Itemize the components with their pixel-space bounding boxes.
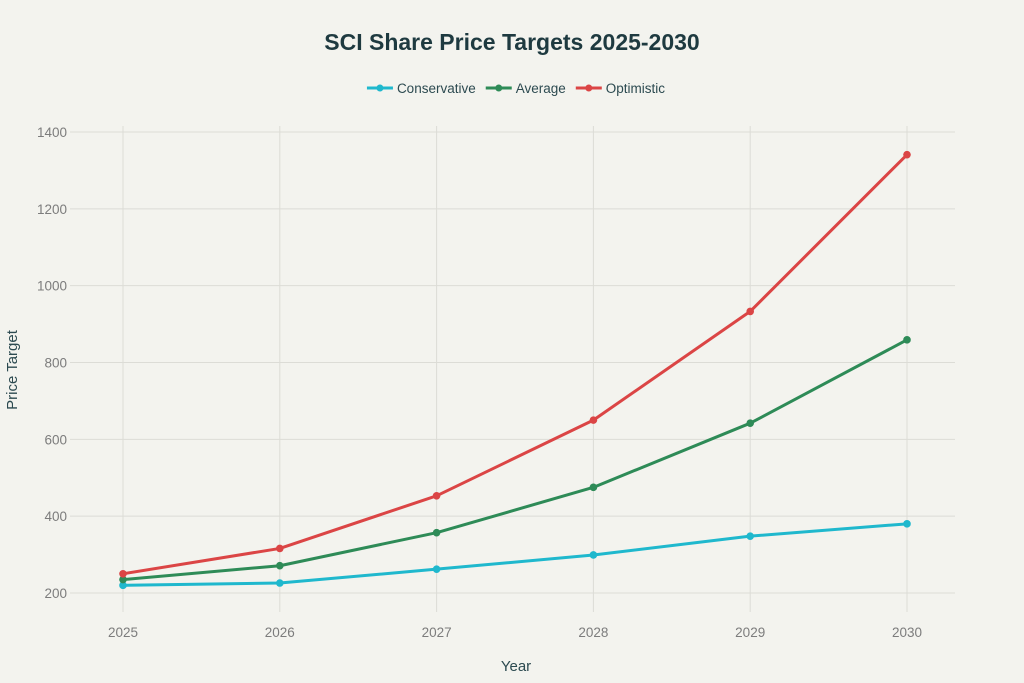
data-point[interactable] — [589, 483, 598, 492]
series-conservative — [119, 520, 911, 590]
legend-label: Average — [516, 81, 566, 96]
legend-label: Conservative — [397, 81, 476, 96]
y-tick-label: 200 — [44, 586, 67, 601]
series-line-conservative — [121, 522, 909, 587]
legend-marker-icon — [585, 84, 593, 92]
data-point[interactable] — [119, 581, 127, 590]
data-point[interactable] — [119, 569, 127, 578]
x-tick-label: 2027 — [422, 625, 452, 640]
data-point[interactable] — [589, 416, 598, 424]
data-point[interactable] — [432, 492, 441, 500]
y-tick-label: 600 — [44, 432, 67, 447]
y-tick-label: 1200 — [37, 202, 67, 217]
data-point[interactable] — [903, 150, 911, 159]
data-point[interactable] — [432, 565, 441, 573]
data-point[interactable] — [746, 532, 754, 540]
y-axis-ticks: 200 400 600 800 1000 1200 1400 — [37, 125, 67, 601]
data-point[interactable] — [119, 575, 127, 584]
data-point[interactable] — [746, 419, 754, 427]
y-tick-label: 800 — [44, 356, 67, 371]
data-point[interactable] — [903, 520, 911, 528]
chart-title: SCI Share Price Targets 2025-2030 — [324, 29, 699, 55]
series-line-average — [121, 338, 909, 582]
y-tick-label: 1400 — [37, 125, 67, 140]
x-tick-label: 2028 — [578, 625, 608, 640]
legend-marker-icon — [376, 84, 384, 92]
series-optimistic — [119, 150, 911, 578]
legend: Conservative Average Optimistic — [366, 81, 666, 96]
x-axis-ticks: 2025 2026 2027 2028 2029 2030 — [108, 625, 922, 640]
x-tick-label: 2025 — [108, 625, 138, 640]
x-axis-title: Year — [501, 658, 531, 675]
data-point[interactable] — [276, 544, 284, 553]
data-point[interactable] — [746, 307, 754, 316]
legend-label: Optimistic — [606, 81, 666, 96]
legend-item-conservative[interactable]: Conservative — [366, 81, 476, 96]
x-tick-label: 2030 — [892, 625, 922, 640]
data-point[interactable] — [903, 336, 911, 344]
gridlines — [70, 126, 955, 612]
y-axis-title: Price Target — [4, 329, 21, 410]
data-point[interactable] — [432, 528, 441, 537]
legend-item-optimistic[interactable]: Optimistic — [575, 81, 666, 96]
x-tick-label: 2029 — [735, 625, 765, 640]
data-point[interactable] — [276, 579, 284, 587]
y-tick-label: 1000 — [37, 279, 67, 294]
series-group — [119, 150, 911, 590]
data-point[interactable] — [589, 551, 598, 559]
series-average — [119, 336, 911, 584]
series-line-optimistic — [121, 153, 909, 576]
x-tick-label: 2026 — [265, 625, 295, 640]
legend-item-average[interactable]: Average — [485, 81, 566, 96]
data-point[interactable] — [276, 561, 284, 570]
y-tick-label: 400 — [44, 509, 67, 524]
legend-marker-icon — [495, 84, 503, 92]
